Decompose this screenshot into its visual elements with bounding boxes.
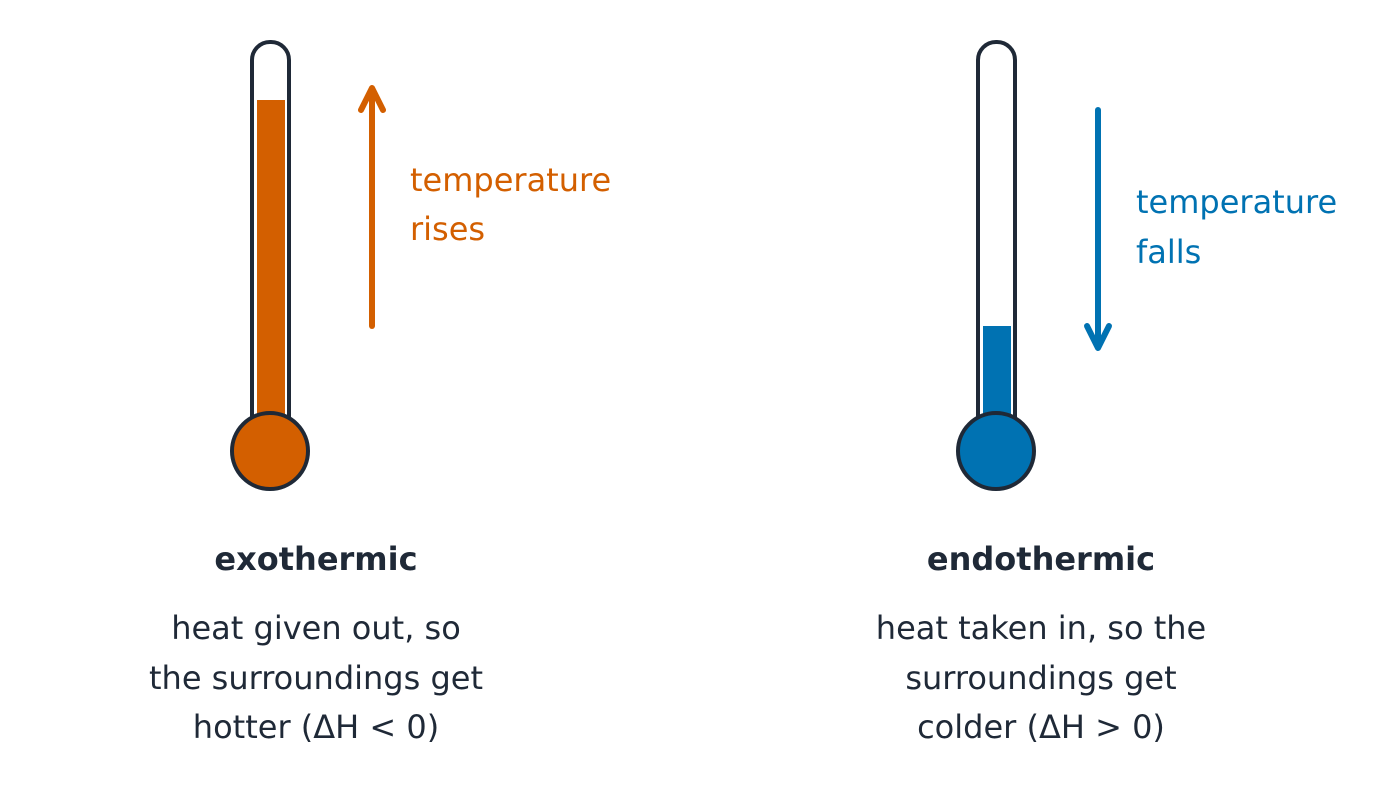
arrow-down — [1084, 107, 1112, 351]
description-line: colder (ΔH > 0) — [917, 708, 1165, 746]
description-line: surroundings get — [905, 659, 1176, 697]
thermometer-cold — [956, 40, 1036, 491]
label-line: temperature — [410, 161, 611, 199]
bulb — [230, 411, 310, 491]
description-line: heat given out, so — [171, 609, 461, 647]
arrow-up — [358, 85, 386, 329]
thermometer-hot — [230, 40, 310, 491]
description-line: hotter (ΔH < 0) — [193, 708, 439, 746]
bulb — [956, 411, 1036, 491]
label-line: temperature — [1136, 183, 1337, 221]
label-line: falls — [1136, 233, 1201, 271]
panel-title: endothermic — [927, 540, 1155, 578]
description-line: the surroundings get — [149, 659, 483, 697]
description-line: heat taken in, so the — [876, 609, 1206, 647]
panel-title: exothermic — [214, 540, 417, 578]
label-line: rises — [410, 210, 485, 248]
mercury — [257, 100, 285, 430]
